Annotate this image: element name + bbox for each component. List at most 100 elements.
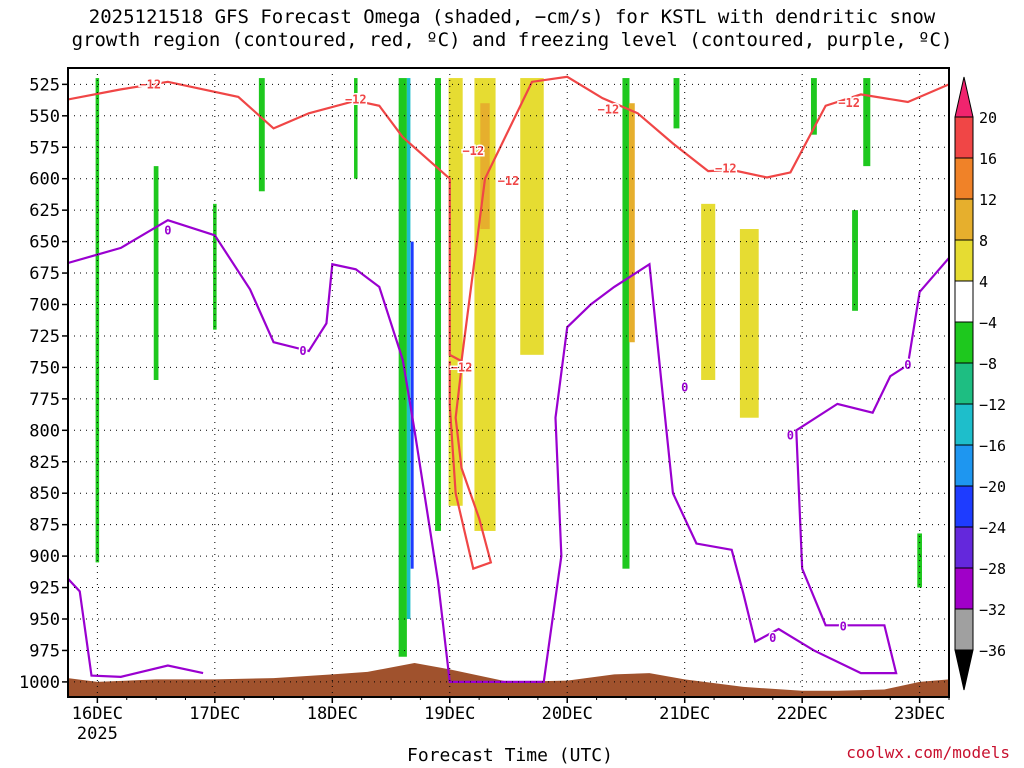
y-tick-label: 625	[29, 201, 60, 221]
dgz-contour-label: −12	[345, 92, 367, 106]
y-tick-label: 550	[29, 107, 60, 127]
colorbar-box	[954, 526, 974, 569]
colorbar-label: −24	[979, 519, 1006, 537]
omega-cell	[153, 166, 159, 380]
y-tick-label: 825	[29, 453, 60, 473]
x-tick-label: 23DEC	[894, 704, 945, 724]
y-tick-label: 1000	[19, 673, 60, 693]
colorbar-box	[954, 485, 974, 528]
colorbar-box	[954, 608, 974, 651]
y-tick-label: 850	[29, 484, 60, 504]
terrain-fill	[68, 663, 949, 697]
y-tick-label: 575	[29, 138, 60, 158]
x-tick-label: 18DEC	[307, 704, 358, 724]
colorbar-label: 16	[979, 150, 997, 168]
colorbar-label: −28	[979, 560, 1006, 578]
dgz-contour-label: −12	[139, 77, 161, 91]
y-tick-label: 675	[29, 264, 60, 284]
y-tick-label: 525	[29, 75, 60, 95]
colorbar-label: −12	[979, 396, 1006, 414]
y-tick-label: 650	[29, 233, 60, 253]
freezing-contour-label: 0	[299, 344, 306, 358]
omega-cell	[810, 78, 817, 135]
colorbar-box	[954, 321, 974, 364]
colorbar-top-triangle	[954, 76, 974, 118]
omega-cell	[406, 78, 411, 620]
y-tick-label: 725	[29, 327, 60, 347]
title-line-2: growth region (contoured, red, ºC) and f…	[71, 29, 953, 51]
title-line-1: 2025121518 GFS Forecast Omega (shaded, −…	[88, 6, 936, 28]
y-tick-label: 600	[29, 170, 60, 190]
colorbar-label: 20	[979, 109, 997, 127]
dgz-contour-label: −12	[462, 144, 484, 158]
colorbar-label: −32	[979, 601, 1006, 619]
colorbar-box	[954, 567, 974, 610]
omega-cell	[258, 78, 265, 192]
colorbar-box	[954, 239, 974, 282]
y-tick-label: 800	[29, 421, 60, 441]
colorbar-label: −8	[979, 355, 997, 373]
colorbar-label: 12	[979, 191, 997, 209]
omega-cell	[354, 78, 358, 179]
x-tick-label: 19DEC	[424, 704, 475, 724]
dgz-contour-label: −12	[598, 103, 620, 117]
omega-cell	[628, 103, 635, 343]
colorbar-box	[954, 157, 974, 200]
omega-cell	[673, 78, 680, 129]
colorbar-box	[954, 444, 974, 487]
y-tick-label: 950	[29, 610, 60, 630]
omega-cell	[410, 241, 414, 569]
y-tick-label: 775	[29, 390, 60, 410]
y-tick-label: 875	[29, 516, 60, 536]
freezing-level-line	[68, 219, 949, 684]
chart-title: 2025121518 GFS Forecast Omega (shaded, −…	[0, 6, 1024, 52]
colorbar-box	[954, 362, 974, 405]
dgz-contour-line	[448, 361, 493, 571]
omega-cell	[739, 229, 759, 418]
freezing-contour-label: 0	[840, 620, 847, 634]
colorbar-box	[954, 280, 974, 323]
x-tick-label: 22DEC	[777, 704, 828, 724]
colorbar-label: −36	[979, 642, 1006, 660]
x-tick-label: 20DEC	[542, 704, 593, 724]
colorbar-label: −4	[979, 314, 997, 332]
y-tick-label: 975	[29, 641, 60, 661]
freezing-level-line	[68, 577, 204, 678]
omega-cell	[852, 210, 858, 311]
dgz-contour-label: −12	[451, 360, 473, 374]
x-tick-label: 21DEC	[659, 704, 710, 724]
freezing-contour-label: 0	[787, 428, 794, 442]
omega-cell	[622, 78, 630, 569]
y-tick-label: 900	[29, 547, 60, 567]
freezing-contour-label: 0	[164, 223, 171, 237]
x-tick-year: 2025	[77, 724, 118, 744]
colorbar-box	[954, 403, 974, 446]
omega-cell	[520, 78, 544, 355]
y-tick-label: 700	[29, 296, 60, 316]
freezing-contour-label: 0	[904, 358, 911, 372]
colorbar-box	[954, 198, 974, 241]
omega-cell	[480, 103, 490, 230]
freezing-contour-label: 0	[769, 631, 776, 645]
omega-cell	[398, 78, 407, 657]
x-tick-label: 17DEC	[189, 704, 240, 724]
dgz-contour-label: −12	[715, 162, 737, 176]
colorbar-label: 4	[979, 273, 988, 291]
omega-cell	[701, 203, 716, 380]
credit-text[interactable]: coolwx.com/models	[846, 743, 1010, 762]
x-axis-label: Forecast Time (UTC)	[407, 745, 613, 766]
colorbar-label: −16	[979, 437, 1006, 455]
omega-cell	[863, 78, 871, 167]
colorbar-label: −20	[979, 478, 1006, 496]
omega-cell	[435, 78, 441, 531]
colorbar-bottom-triangle	[954, 649, 974, 691]
omega-cell	[474, 78, 496, 531]
y-tick-label: 925	[29, 579, 60, 599]
y-tick-label: 750	[29, 358, 60, 378]
x-tick-label: 16DEC	[72, 704, 123, 724]
dgz-contour-label: −12	[838, 96, 860, 110]
dgz-contour-label: −12	[498, 174, 520, 188]
freezing-contour-label: 0	[681, 381, 688, 395]
dgz-contour-line	[68, 75, 949, 363]
